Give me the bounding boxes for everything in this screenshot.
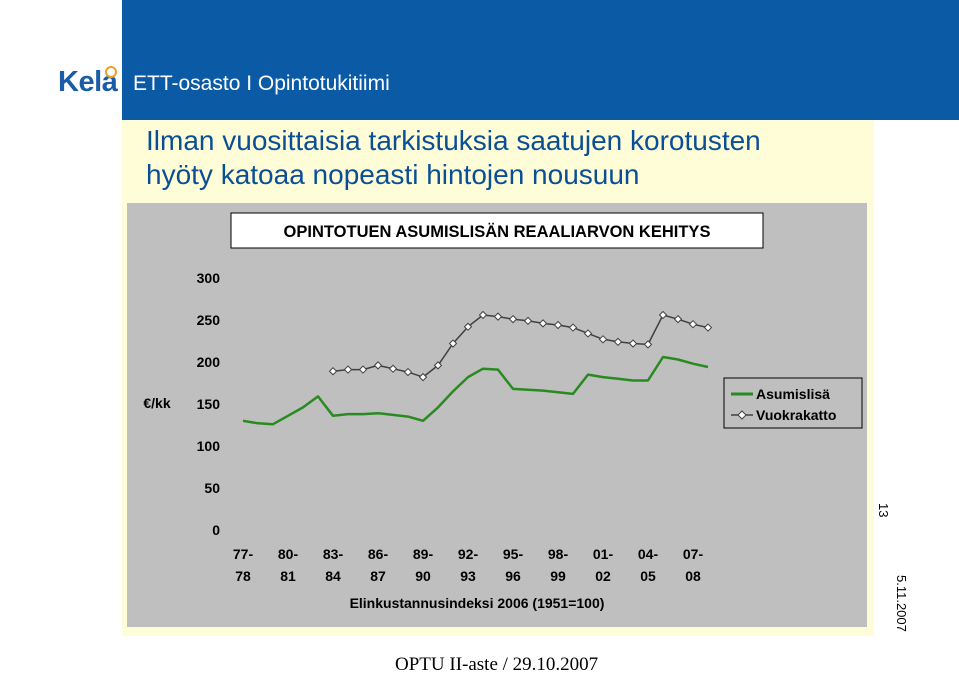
x-tick-label-top-6: 95- (503, 546, 524, 562)
y-tick-label-300: 300 (197, 270, 221, 286)
x-tick-label-top-0: 77- (233, 546, 254, 562)
data-point-vuokrakatto-16 (478, 310, 488, 320)
y-tick-label-250: 250 (197, 312, 221, 328)
series-layer (242, 310, 713, 426)
data-point-vuokrakatto-20 (538, 319, 548, 328)
legend-marker-vuokrakatto (737, 410, 747, 420)
data-point-vuokrakatto-23 (583, 329, 593, 338)
x-tick-label-bottom-5: 93 (460, 568, 476, 584)
y-tick-label-0: 0 (212, 522, 220, 538)
data-point-vuokrakatto-10 (388, 364, 398, 373)
y-tick-label-100: 100 (197, 438, 221, 454)
data-point-vuokrakatto-8 (358, 365, 368, 374)
x-tick-label-bottom-0: 78 (235, 568, 251, 584)
data-point-vuokrakatto-21 (553, 320, 563, 330)
data-point-vuokrakatto-27 (643, 340, 653, 349)
x-tick-label-bottom-9: 05 (640, 568, 656, 584)
data-point-vuokrakatto-28 (658, 310, 668, 320)
data-point-vuokrakatto-24 (598, 335, 608, 344)
x-tick-label-top-9: 04- (638, 546, 659, 562)
data-point-vuokrakatto-12 (418, 372, 428, 382)
data-point-vuokrakatto-22 (568, 323, 578, 332)
slide-title-line-2: hyöty katoaa nopeasti hintojen nousuun (146, 159, 640, 190)
department-title: ETT-osasto I Opintotukitiimi (133, 72, 390, 95)
chart-title: OPINTOTUEN ASUMISLISÄN REAALIARVON KEHIT… (284, 223, 711, 241)
x-axis-ticks: 77- 78 80- 81 83- 84 86- 87 89- 90 92- 93 95- 96 98- 99… (233, 546, 704, 584)
legend-label-asumislisa: Asumislisä (756, 386, 830, 402)
logo-area: Kela (0, 0, 123, 120)
data-point-vuokrakatto-9 (373, 361, 383, 370)
legend: Asumislisä Vuokrakatto (723, 377, 863, 429)
chart-title-box (230, 212, 764, 249)
legend-box (723, 377, 863, 429)
x-tick-label-top-5: 92- (458, 546, 479, 562)
data-point-vuokrakatto-11 (403, 367, 413, 377)
y-tick-label-50: 50 (204, 480, 220, 496)
data-point-vuokrakatto-15 (463, 322, 473, 331)
x-axis-label: Elinkustannusindeksi 2006 (1951=100) (350, 595, 605, 611)
data-point-vuokrakatto-13 (433, 361, 443, 370)
data-point-vuokrakatto-29 (673, 314, 683, 324)
y-axis-ticks: 0 50 100 150 200 250 300 (197, 270, 221, 538)
data-point-vuokrakatto-19 (523, 316, 533, 326)
data-point-vuokrakatto-17 (493, 312, 503, 321)
y-axis-label: €/kk (143, 395, 170, 411)
data-point-vuokrakatto-7 (343, 365, 353, 374)
data-point-vuokrakatto-25 (613, 337, 623, 347)
chart: OPINTOTUEN ASUMISLISÄN REAALIARVON KEHIT… (127, 203, 867, 627)
page-number: 13 (876, 503, 891, 518)
x-tick-label-bottom-6: 96 (505, 568, 521, 584)
x-tick-label-bottom-10: 08 (685, 568, 701, 584)
x-tick-label-top-7: 98- (548, 546, 569, 562)
data-point-vuokrakatto-14 (448, 339, 458, 348)
x-tick-label-top-2: 83- (323, 546, 344, 562)
data-point-vuokrakatto-18 (508, 314, 518, 324)
x-tick-label-bottom-8: 02 (595, 568, 611, 584)
x-tick-label-top-8: 01- (593, 546, 614, 562)
slide-title-line-1: Ilman vuosittaisia tarkistuksia saatujen… (146, 125, 761, 156)
footer-text: OPTU II-aste / 29.10.2007 (395, 654, 599, 675)
x-tick-label-top-4: 89- (413, 546, 434, 562)
header-band (122, 0, 959, 120)
x-tick-label-bottom-4: 90 (415, 568, 431, 584)
y-tick-label-150: 150 (197, 396, 221, 412)
data-point-vuokrakatto-30 (688, 319, 698, 329)
chart-frame: OPINTOTUEN ASUMISLISÄN REAALIARVON KEHIT… (127, 203, 867, 627)
slide-title: Ilman vuosittaisia tarkistuksia saatujen… (146, 124, 866, 192)
data-point-vuokrakatto-6 (328, 367, 338, 376)
x-tick-label-bottom-7: 99 (550, 568, 566, 584)
x-tick-label-top-10: 07- (683, 546, 704, 562)
slide-date: 5.11.2007 (894, 575, 909, 632)
x-tick-label-top-3: 86- (368, 546, 389, 562)
x-tick-label-bottom-3: 87 (370, 568, 386, 584)
kela-logo-mark-icon (105, 66, 117, 78)
x-tick-label-bottom-2: 84 (325, 568, 341, 584)
legend-label-vuokrakatto: Vuokrakatto (756, 407, 836, 423)
data-point-vuokrakatto-31 (703, 323, 713, 332)
x-tick-label-bottom-1: 81 (280, 568, 296, 584)
data-point-vuokrakatto-26 (628, 339, 638, 348)
x-tick-label-top-1: 80- (278, 546, 299, 562)
y-tick-label-200: 200 (197, 354, 221, 370)
series-line-asumislisa (242, 355, 709, 426)
